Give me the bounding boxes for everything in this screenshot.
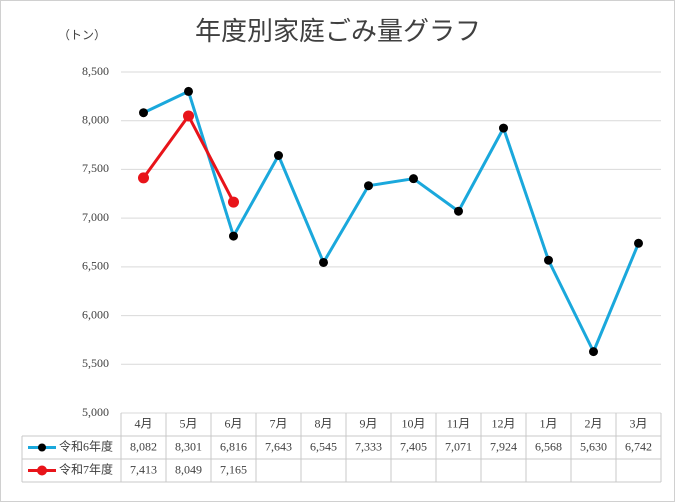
y-tick-label: 5,000: [82, 405, 109, 419]
marker: [183, 110, 194, 122]
table-value: 5,630: [580, 439, 607, 453]
legend-marker: [38, 443, 46, 452]
x-tick-label: 12月: [491, 416, 515, 430]
y-tick-label: 7,000: [82, 210, 109, 224]
x-tick-label: 1月: [539, 416, 557, 430]
marker: [229, 231, 238, 241]
table-value: 7,643: [265, 439, 292, 453]
y-tick-label: 7,500: [82, 161, 109, 175]
chart-title: 年度別家庭ごみ量グラフ: [195, 17, 481, 46]
x-tick-label: 7月: [269, 416, 287, 430]
table-value: 8,082: [130, 439, 157, 453]
y-tick-label: 6,500: [82, 259, 109, 273]
y-tick-label: 8,500: [82, 64, 109, 78]
table-value: 7,165: [220, 462, 247, 476]
table-value: 7,071: [445, 439, 472, 453]
y-unit: （トン）: [58, 28, 106, 42]
marker: [228, 196, 239, 208]
table-value: 7,924: [490, 439, 517, 453]
table-value: 6,816: [220, 439, 247, 453]
marker: [184, 86, 193, 96]
marker: [454, 206, 463, 216]
x-tick-label: 5月: [179, 416, 197, 430]
series-line: [142, 89, 640, 354]
table-value: 7,405: [400, 439, 427, 453]
table-value: 8,301: [175, 439, 202, 453]
legend-marker: [37, 465, 47, 476]
x-tick-label: 6月: [224, 416, 242, 430]
marker: [138, 172, 149, 184]
table-value: 7,333: [355, 439, 382, 453]
marker: [319, 257, 328, 267]
table-value: 6,568: [535, 439, 562, 453]
marker: [499, 123, 508, 133]
y-tick-label: 6,000: [82, 307, 109, 321]
marker: [274, 150, 283, 160]
y-tick-label: 8,000: [82, 112, 109, 126]
x-tick-label: 2月: [584, 416, 602, 430]
y-tick-label: 5,500: [82, 356, 109, 370]
table-value: 8,049: [175, 462, 202, 476]
x-tick-label: 9月: [359, 416, 377, 430]
marker: [544, 255, 553, 265]
x-tick-label: 8月: [314, 416, 332, 430]
marker: [139, 108, 148, 118]
marker: [589, 347, 598, 357]
marker: [409, 174, 418, 184]
marker: [364, 181, 373, 191]
legend-label: 令和6年度: [59, 438, 113, 453]
x-tick-label: 10月: [401, 416, 425, 430]
x-tick-label: 11月: [447, 416, 471, 430]
table-value: 7,413: [130, 462, 157, 476]
marker: [634, 238, 643, 248]
table-value: 6,545: [310, 439, 337, 453]
x-tick-label: 3月: [629, 416, 647, 430]
x-tick-label: 4月: [134, 416, 152, 430]
legend-label: 令和7年度: [59, 461, 113, 476]
table-value: 6,742: [625, 439, 652, 453]
